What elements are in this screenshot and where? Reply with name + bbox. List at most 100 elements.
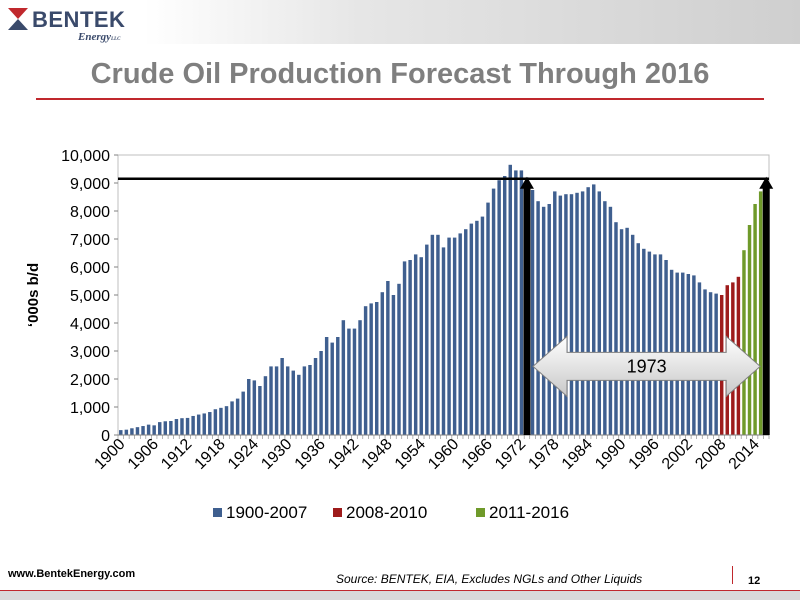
website-link[interactable]: www.BentekEnergy.com [8, 568, 136, 580]
annotation-group: 1973 [118, 176, 774, 435]
bar-1970 [508, 164, 512, 436]
bar-1948 [386, 281, 390, 435]
bar-2015 [758, 191, 763, 435]
bar-1974 [530, 190, 535, 435]
bar-1921 [235, 398, 240, 435]
x-tick-label: 1984 [559, 436, 596, 473]
bar-1947 [380, 292, 385, 435]
bar-1902 [130, 428, 134, 435]
page-number: 12 [748, 575, 761, 587]
legend-label: 2011-2016 [489, 503, 569, 522]
x-tick-label: 1942 [325, 436, 362, 473]
bar-1975 [536, 201, 540, 435]
bar-1954 [419, 257, 423, 435]
legend: 1900-2007 2008-2010 2011-2016 [213, 503, 569, 522]
range-double-arrow [532, 335, 761, 398]
bar-1953 [413, 254, 418, 435]
bar-1971 [514, 170, 518, 435]
logo-subtitle: EnergyLLC [78, 31, 121, 43]
bar-1957 [436, 234, 440, 435]
x-tick-label: 1912 [158, 436, 195, 473]
bar-1925 [258, 386, 262, 435]
source-note: Source: BENTEK, EIA, Excludes NGLs and O… [336, 572, 643, 586]
bentek-logo-mark-icon [8, 8, 28, 30]
bar-1911 [180, 418, 184, 435]
y-tick-label: 9,000 [70, 176, 110, 193]
bar-1945 [369, 303, 373, 435]
title-rule [36, 98, 764, 100]
x-tick-label: 1972 [492, 436, 529, 473]
bar-1905 [146, 424, 151, 435]
x-tick-label: 1978 [525, 436, 562, 473]
logo-suffix: LLC [111, 37, 121, 42]
bar-1995 [647, 251, 652, 435]
footer-band [0, 590, 800, 600]
bar-1985 [592, 184, 596, 435]
bar-2013 [747, 225, 752, 435]
bar-1981 [569, 194, 574, 435]
bar-1923 [247, 379, 251, 435]
bar-1977 [547, 204, 551, 435]
bar-1966 [486, 202, 490, 435]
x-tick-label: 1918 [192, 436, 229, 473]
bar-1924 [252, 380, 257, 435]
bar-1913 [191, 415, 195, 435]
legend-swatch [333, 508, 342, 517]
bar-1950 [397, 283, 401, 435]
bar-1983 [580, 191, 585, 435]
bar-1920 [230, 401, 234, 435]
bar-1919 [224, 406, 229, 435]
bar-1965 [480, 216, 485, 435]
legend-swatch [476, 508, 485, 517]
bar-1989 [614, 222, 618, 435]
page-title: Crude Oil Production Forecast Through 20… [90, 58, 710, 90]
bar-1938 [330, 342, 334, 435]
x-tick-label: 1966 [459, 436, 496, 473]
x-tick-label: 1936 [292, 436, 329, 473]
right-peak-arrow-head [759, 176, 774, 189]
bar-1996 [653, 254, 657, 435]
bar-1982 [575, 192, 579, 435]
bar-1936 [319, 351, 323, 435]
bar-1969 [502, 176, 507, 435]
bar-1960 [452, 237, 457, 435]
bar-1980 [564, 194, 568, 435]
bar-1979 [558, 195, 563, 435]
production-chart: 0 1,000 2,000 3,000 4,000 5,000 6,000 7,000 8,00… [25, 148, 774, 522]
x-tick-label: 1930 [258, 436, 295, 473]
bar-1937 [324, 337, 329, 435]
bar-1939 [336, 337, 340, 435]
bar-1951 [402, 261, 407, 435]
y-axis: 0 1,000 2,000 3,000 4,000 5,000 6,000 7,000 8,00… [61, 148, 118, 445]
footer-divider [732, 566, 733, 584]
x-tick-label: 1948 [359, 436, 396, 473]
y-tick-label: 7,000 [70, 232, 110, 249]
y-tick-label: 3,000 [70, 344, 110, 361]
bar-1993 [636, 243, 640, 435]
right-peak-arrow-shaft [762, 186, 770, 435]
bar-1927 [269, 366, 273, 435]
bar-1910 [174, 419, 179, 435]
x-tick-label: 2002 [659, 436, 696, 473]
bar-1987 [603, 201, 607, 435]
annotation-label: 1973 [627, 356, 667, 376]
header-band [0, 0, 800, 44]
bar-1917 [213, 409, 218, 435]
x-tick-label: 1924 [225, 436, 262, 473]
bar-1956 [430, 234, 435, 435]
y-axis-label: ‘000s b/d [25, 263, 42, 327]
bar-1909 [169, 421, 173, 435]
bar-1946 [375, 302, 379, 435]
legend-label: 1900-2007 [226, 503, 307, 522]
bar-1952 [408, 260, 412, 435]
bar-1976 [541, 206, 546, 435]
bar-1934 [308, 365, 312, 435]
y-tick-label: 8,000 [70, 204, 110, 221]
bar-1929 [280, 358, 284, 435]
y-tick-label: 1,000 [70, 400, 110, 417]
bar-1922 [241, 391, 245, 435]
bar-1907 [158, 422, 162, 435]
bar-1968 [497, 180, 501, 435]
bar-1914 [196, 414, 201, 435]
bar-1984 [586, 187, 590, 435]
